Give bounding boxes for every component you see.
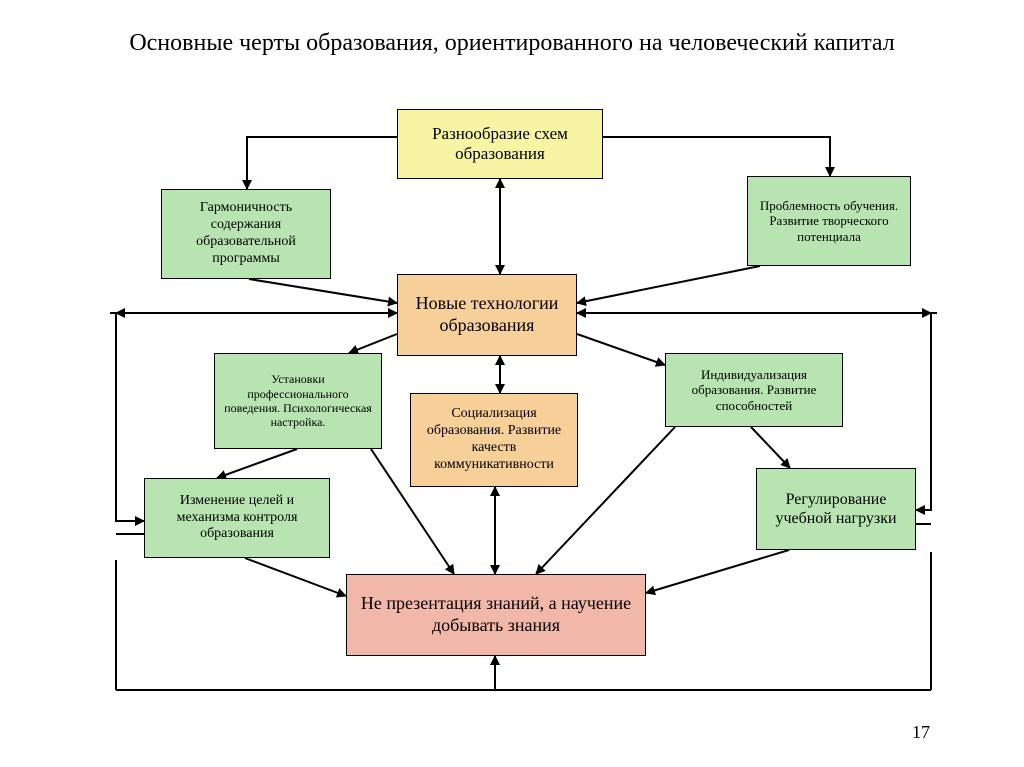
node-individual: Индивидуализация образования. Развитие с… bbox=[665, 353, 843, 427]
node-load: Регулирование учебной нагрузки bbox=[756, 468, 916, 550]
node-newtech: Новые технологии образования bbox=[397, 274, 577, 356]
page-number: 17 bbox=[912, 722, 930, 743]
node-diversity: Разнообразие схем образования bbox=[397, 109, 603, 179]
node-harmony: Гармоничность содержания образовательной… bbox=[161, 189, 331, 279]
node-goals: Изменение целей и механизма контроля обр… bbox=[144, 478, 330, 558]
node-social: Социализация образования. Развитие качес… bbox=[410, 393, 578, 487]
node-problem: Проблемность обучения. Развитие творческ… bbox=[747, 176, 911, 266]
node-attitudes: Установки профессионального поведения. П… bbox=[214, 353, 382, 449]
node-bottom: Не презентация знаний, а научение добыва… bbox=[346, 574, 646, 656]
diagram-title: Основные черты образования, ориентирован… bbox=[100, 28, 924, 58]
